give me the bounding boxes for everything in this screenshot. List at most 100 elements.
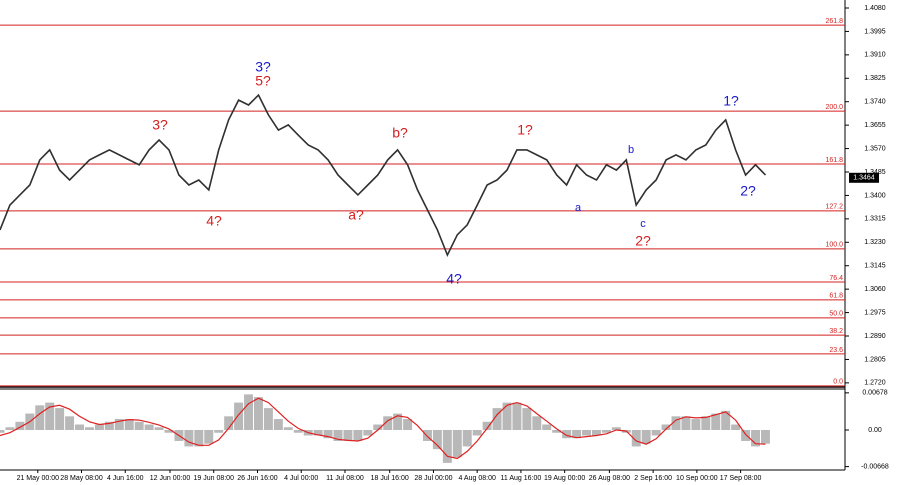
- x-tick-label: 18 Jul 16:00: [371, 475, 409, 482]
- x-tick-label: 2 Sep 16:00: [634, 475, 672, 482]
- last-price-box: [849, 172, 879, 183]
- osc-bar: [373, 424, 383, 430]
- osc-bar: [393, 413, 403, 430]
- osc-bar: [184, 430, 194, 447]
- osc-bar: [522, 408, 532, 430]
- fib-label: 100.0: [825, 242, 843, 249]
- osc-bar: [244, 394, 254, 430]
- osc-bar: [194, 430, 204, 447]
- x-tick-label: 11 Aug 16:00: [501, 475, 542, 482]
- fib-label: 200.0: [825, 104, 843, 111]
- osc-bar: [432, 430, 442, 450]
- x-tick-label: 28 May 08:00: [60, 475, 103, 482]
- last-price-label: 1.3464: [853, 175, 875, 182]
- osc-signal: [0, 397, 766, 460]
- osc-bar: [472, 430, 482, 436]
- y-tick-label: 1.3230: [864, 239, 886, 246]
- osc-bar: [144, 424, 154, 430]
- osc-bar: [701, 416, 711, 430]
- osc-bar: [124, 419, 134, 430]
- osc-bar: [55, 408, 65, 430]
- wave-label: 5?: [255, 73, 271, 89]
- y-tick-label: 1.2720: [864, 380, 886, 387]
- osc-bar: [542, 424, 552, 430]
- y-tick-label: 1.3740: [864, 99, 886, 106]
- wave-label: 3?: [255, 59, 271, 75]
- y-tick-label: 1.2805: [864, 356, 886, 363]
- osc-bar: [671, 416, 681, 430]
- osc-bar: [442, 430, 452, 463]
- y-tick-label: 1.3655: [864, 122, 886, 129]
- x-tick-label: 26 Jun 16:00: [237, 475, 278, 482]
- osc-bar: [562, 430, 572, 439]
- osc-bar: [204, 430, 214, 444]
- x-tick-label: 19 Jun 08:00: [193, 475, 234, 482]
- osc-bar: [363, 430, 373, 436]
- osc-bar: [721, 410, 731, 430]
- osc-bar: [104, 421, 114, 430]
- osc-bar: [462, 430, 472, 447]
- osc-bar: [582, 430, 592, 436]
- osc-bar: [492, 408, 502, 430]
- osc-tick-label: -0.00668: [861, 463, 889, 470]
- osc-bar: [283, 427, 293, 430]
- osc-bar: [154, 427, 164, 430]
- osc-bar: [15, 421, 25, 430]
- y-tick-label: 1.3315: [864, 216, 886, 223]
- osc-tick-label: 0.00: [868, 427, 882, 434]
- fib-label: 76.4: [829, 275, 843, 282]
- osc-bar: [45, 402, 55, 430]
- y-tick-label: 1.2890: [864, 333, 886, 340]
- wave-label: a: [575, 202, 582, 214]
- x-tick-label: 26 Aug 08:00: [589, 475, 630, 482]
- y-tick-label: 1.2975: [864, 309, 886, 316]
- fib-label: 61.8: [829, 293, 843, 300]
- osc-bar: [65, 416, 75, 430]
- x-tick-label: 10 Sep 00:00: [676, 475, 718, 482]
- osc-bar: [293, 430, 303, 433]
- osc-bar: [741, 430, 751, 441]
- osc-bar: [35, 405, 45, 430]
- osc-bar: [422, 430, 432, 441]
- fib-label: 127.2: [825, 204, 843, 211]
- osc-bar: [611, 427, 621, 430]
- y-tick-label: 1.3910: [864, 52, 886, 59]
- osc-bar: [651, 430, 661, 436]
- osc-tick-label: 0.00678: [862, 390, 887, 397]
- wave-label: c: [640, 218, 646, 230]
- osc-bar: [760, 430, 770, 444]
- x-tick-label: 11 Jul 08:00: [326, 475, 364, 482]
- osc-bar: [353, 430, 363, 441]
- osc-bar: [552, 430, 562, 433]
- osc-bar: [661, 424, 671, 430]
- osc-bar: [114, 419, 124, 430]
- osc-bar: [691, 419, 701, 430]
- x-tick-label: 28 Jul 00:00: [414, 475, 452, 482]
- y-tick-label: 1.3825: [864, 75, 886, 82]
- wave-label: b: [628, 144, 634, 156]
- wave-label: a?: [348, 207, 364, 223]
- wave-label: b?: [392, 125, 408, 141]
- osc-bar: [572, 430, 582, 439]
- osc-bar: [711, 413, 721, 430]
- fib-label: 23.6: [829, 347, 843, 354]
- osc-bar: [234, 402, 244, 430]
- x-tick-label: 12 Jun 00:00: [150, 475, 191, 482]
- y-tick-label: 1.3145: [864, 263, 886, 270]
- osc-bar: [751, 430, 761, 447]
- osc-bar: [5, 427, 15, 430]
- osc-bar: [681, 416, 691, 430]
- osc-bar: [591, 430, 601, 436]
- osc-bar: [631, 430, 641, 447]
- osc-bar: [343, 430, 353, 441]
- x-tick-label: 21 May 00:00: [17, 475, 60, 482]
- osc-bar: [512, 402, 522, 430]
- wave-label: 1?: [517, 122, 533, 138]
- osc-bar: [273, 419, 283, 430]
- x-tick-label: 4 Jun 16:00: [107, 475, 144, 482]
- osc-bar: [452, 430, 462, 458]
- fib-label: 50.0: [829, 311, 843, 318]
- fib-label: 38.2: [829, 328, 843, 335]
- osc-bar: [313, 430, 323, 436]
